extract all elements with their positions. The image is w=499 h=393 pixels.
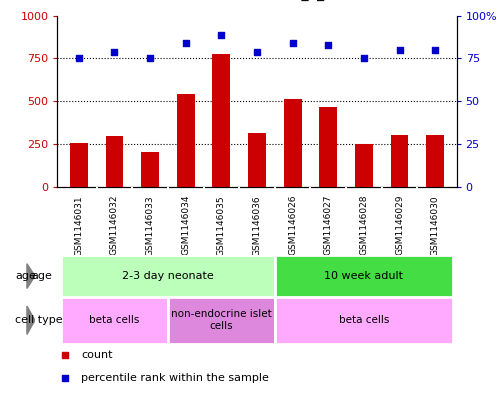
- Bar: [70, 143, 88, 187]
- Bar: [284, 99, 301, 187]
- Text: GSM1146029: GSM1146029: [395, 195, 404, 255]
- Polygon shape: [27, 264, 35, 288]
- Point: [360, 55, 368, 62]
- Bar: [61, 297, 168, 344]
- Bar: [168, 297, 275, 344]
- Text: GSM1146031: GSM1146031: [74, 195, 83, 255]
- Bar: [319, 107, 337, 187]
- Polygon shape: [27, 306, 35, 334]
- Bar: [213, 54, 230, 187]
- Point: [325, 261, 333, 267]
- Text: beta cells: beta cells: [89, 315, 140, 325]
- Bar: [391, 134, 409, 187]
- Text: 2-3 day neonate: 2-3 day neonate: [122, 271, 214, 281]
- Text: 10 week adult: 10 week adult: [324, 271, 403, 281]
- Bar: [141, 152, 159, 187]
- Bar: [177, 94, 195, 187]
- Point: [182, 40, 190, 46]
- Point: [396, 47, 404, 53]
- Text: GSM1146036: GSM1146036: [252, 195, 261, 255]
- Text: age: age: [15, 271, 36, 281]
- Text: GSM1146030: GSM1146030: [431, 195, 440, 255]
- Bar: [61, 255, 275, 297]
- Text: GSM1146026: GSM1146026: [288, 195, 297, 255]
- Point: [146, 55, 154, 62]
- Point: [324, 42, 332, 48]
- Bar: [275, 297, 453, 344]
- Bar: [248, 133, 266, 187]
- Text: count: count: [81, 350, 113, 360]
- Bar: [275, 255, 453, 297]
- Text: age: age: [31, 271, 52, 281]
- Text: GSM1146033: GSM1146033: [146, 195, 155, 255]
- Text: GSM1146027: GSM1146027: [324, 195, 333, 255]
- Point: [431, 47, 439, 53]
- Text: GSM1146032: GSM1146032: [110, 195, 119, 255]
- Text: GSM1146028: GSM1146028: [359, 195, 368, 255]
- Text: percentile rank within the sample: percentile rank within the sample: [81, 373, 269, 383]
- Bar: [105, 136, 123, 187]
- Point: [288, 40, 296, 46]
- Point: [110, 48, 118, 55]
- Point: [253, 48, 261, 55]
- Point: [325, 55, 333, 61]
- Point: [75, 55, 83, 62]
- Text: cell type: cell type: [15, 315, 62, 325]
- Text: non-endocrine islet
cells: non-endocrine islet cells: [171, 310, 272, 331]
- Bar: [355, 144, 373, 187]
- Point: [218, 31, 226, 38]
- Text: GSM1146034: GSM1146034: [181, 195, 190, 255]
- Text: GDS4937 / 1371113_a_at: GDS4937 / 1371113_a_at: [161, 0, 338, 1]
- Bar: [426, 135, 444, 187]
- Text: GSM1146035: GSM1146035: [217, 195, 226, 255]
- Text: beta cells: beta cells: [339, 315, 389, 325]
